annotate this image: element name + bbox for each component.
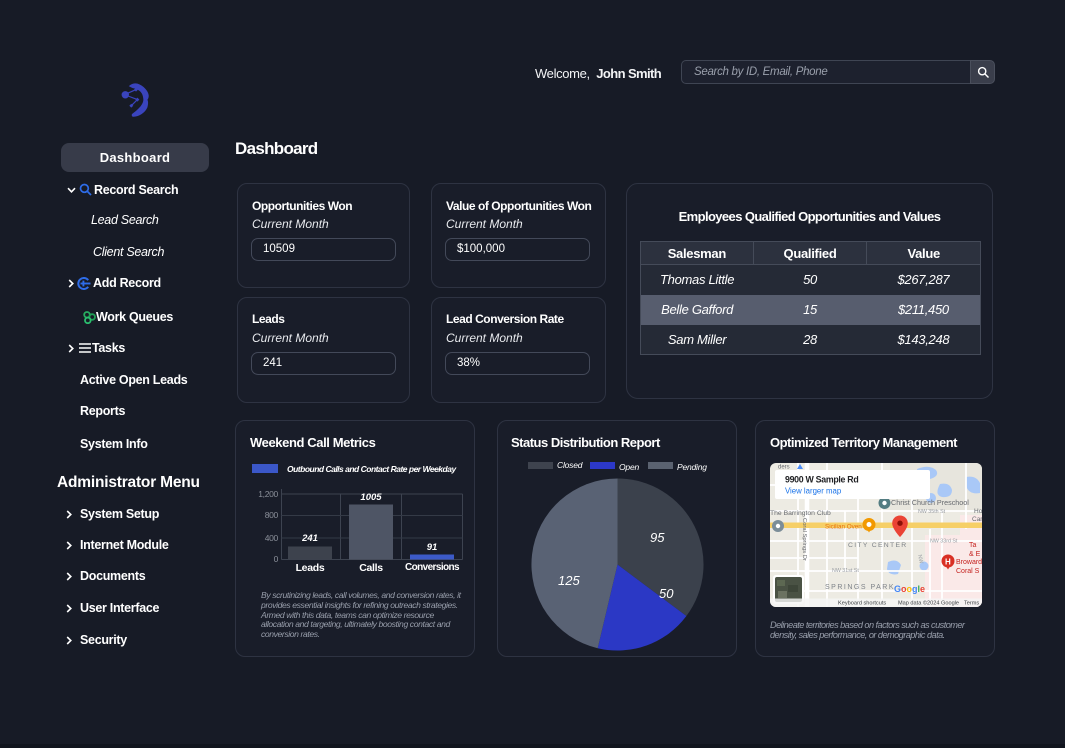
svg-text:Car: Car xyxy=(972,516,982,523)
svg-text:ders: ders xyxy=(778,465,790,471)
svg-text:CITY CENTER: CITY CENTER xyxy=(848,542,908,549)
svg-text:The Barrington Club: The Barrington Club xyxy=(770,510,831,517)
svg-text:Christ Church Preschool: Christ Church Preschool xyxy=(891,498,969,507)
svg-text:Ho: Ho xyxy=(974,508,982,515)
svg-text:Map data ©2024 Google: Map data ©2024 Google xyxy=(898,600,959,607)
svg-text:& E: & E xyxy=(969,551,981,558)
svg-text:Terms: Terms xyxy=(964,601,979,607)
svg-text:Keyboard shortcuts: Keyboard shortcuts xyxy=(838,601,886,607)
svg-text:NW 35th St: NW 35th St xyxy=(918,509,946,515)
svg-text:9900 W Sample Rd: 9900 W Sample Rd xyxy=(785,475,858,485)
svg-text:SPRINGS PARK: SPRINGS PARK xyxy=(825,584,895,591)
svg-text:Ta: Ta xyxy=(969,542,977,549)
svg-text:H: H xyxy=(945,558,951,567)
svg-text:NW 31st St: NW 31st St xyxy=(832,568,859,574)
svg-text:Sicilian Oven: Sicilian Oven xyxy=(825,524,862,531)
svg-text:Google: Google xyxy=(894,584,925,594)
svg-text:NW: NW xyxy=(916,554,924,565)
svg-text:NW 33rd St: NW 33rd St xyxy=(930,539,958,545)
svg-text:View larger map: View larger map xyxy=(785,487,842,496)
svg-text:Broward: Broward xyxy=(956,559,982,566)
svg-text:Coral Springs Dr: Coral Springs Dr xyxy=(801,518,807,561)
svg-text:Coral S: Coral S xyxy=(956,568,980,575)
